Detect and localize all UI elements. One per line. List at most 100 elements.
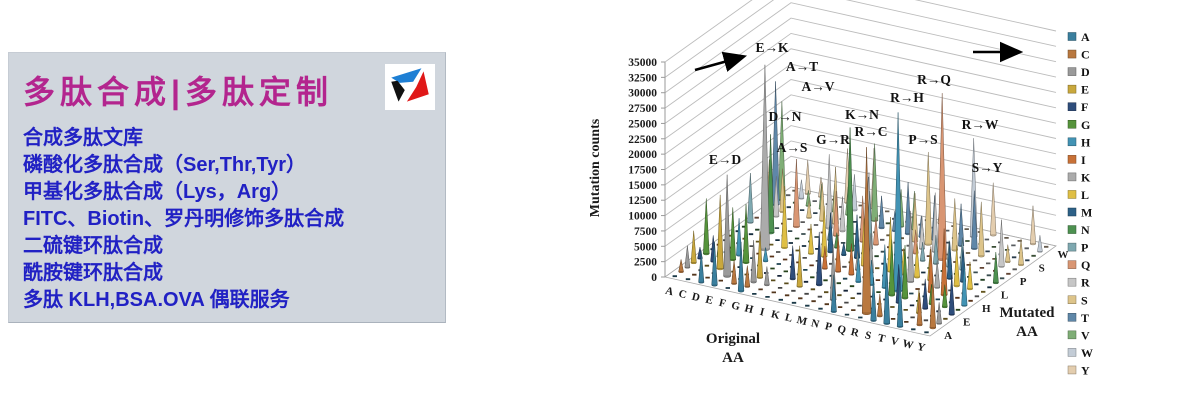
z-axis-title: Mutated — [1000, 305, 1056, 321]
cone-V-F — [922, 278, 929, 309]
cone-Y-C — [929, 276, 936, 329]
panel-title: 多肽合成|多肽定制 — [23, 74, 333, 110]
peak-label-R-W: R→W — [962, 117, 999, 132]
legend-item-T: T — [1067, 311, 1089, 325]
cone-G-D — [750, 240, 757, 283]
y-tick-label: 15000 — [628, 180, 657, 192]
legend-item-H: H — [1067, 135, 1091, 149]
legend-swatch-H — [1067, 137, 1077, 147]
triangle-cycle-logo-svg — [391, 68, 429, 102]
x-tick-label: V — [889, 335, 900, 349]
cone-L-F — [816, 231, 823, 286]
y-tick-label: 17500 — [628, 165, 657, 177]
cone-T-S — [978, 201, 985, 257]
z-tick-label: A — [944, 330, 952, 342]
cone-F-L — [781, 186, 788, 248]
service-item: 多肽 KLH,BSA.OVA 偶联服务 — [23, 289, 290, 311]
peak-labels: E→D E→K A→T A→VD→N A→S G→R K→N R→C R→H R→Q P→S R→W S… — [709, 40, 1003, 175]
legend-swatch-W — [1067, 348, 1077, 357]
cone-S-C — [877, 293, 883, 317]
cone-T-K — [934, 260, 941, 288]
legend-swatch-M — [1067, 207, 1077, 217]
cone-Y-H — [961, 262, 968, 306]
legend-item-N: N — [1067, 223, 1090, 237]
service-item: 合成多肽文库 — [23, 127, 143, 149]
peak-label-P-S: P→S — [908, 132, 937, 147]
z-tick-label: P — [1020, 276, 1027, 288]
z-tick-label: H — [982, 303, 991, 315]
service-item: 甲基化多肽合成（Lys，Arg） — [23, 181, 292, 203]
y-tick-label: 32500 — [628, 72, 657, 84]
x-tick-label: C — [677, 288, 688, 302]
x-tick-label: N — [810, 317, 821, 331]
cone-W-L — [967, 261, 973, 290]
legend-item-S: S — [1067, 293, 1088, 307]
peak-label-R-Q: R→Q — [917, 72, 951, 87]
peak-label-R-C: R→C — [855, 124, 888, 139]
peak-label-G-R: G→R — [816, 132, 850, 147]
cone-D-A — [698, 251, 705, 283]
legend-label-Y: Y — [1081, 363, 1090, 377]
direction-arrow-1 — [694, 51, 748, 72]
cone-R-K — [907, 210, 915, 282]
x-tick-label: P — [824, 320, 834, 333]
cone-R-G — [888, 239, 895, 296]
cone-H-R — [839, 196, 846, 232]
legend-item-G: G — [1067, 118, 1090, 132]
cone-W-R — [998, 219, 1005, 267]
z-tick-label: L — [1001, 289, 1008, 301]
cone-D-G — [729, 207, 736, 260]
cone-S-G — [901, 245, 909, 299]
legend-label-N: N — [1081, 223, 1090, 237]
legend-swatch-Q — [1067, 260, 1077, 269]
peak-label-E-K: E→K — [755, 40, 789, 55]
legend-label-V: V — [1081, 328, 1090, 342]
x-axis-title-line2: AA — [722, 350, 744, 366]
cone-Y-N — [992, 252, 999, 284]
legend-label-E: E — [1081, 83, 1089, 97]
y-tick-label: 10000 — [628, 211, 657, 223]
legend-swatch-R — [1067, 277, 1077, 287]
y-tick-label: 22500 — [628, 134, 657, 146]
z-tick-label: S — [1039, 262, 1045, 274]
cone-M-T — [904, 182, 912, 234]
cone-Y-S — [1018, 238, 1024, 266]
cone-F-H — [762, 247, 769, 262]
x-tick-label: I — [759, 306, 766, 319]
service-item: 酰胺键环肽合成 — [23, 262, 163, 284]
cone-E-S — [806, 200, 812, 218]
cone-K-E — [796, 245, 803, 287]
x-tick-label: A — [664, 285, 675, 299]
legend-swatch-A — [1067, 32, 1077, 41]
legend-item-F: F — [1067, 100, 1088, 114]
cone-V-L — [953, 245, 960, 287]
x-tick-label: T — [876, 332, 887, 346]
y-tick-label: 30000 — [628, 88, 657, 100]
cone-A-E — [690, 230, 697, 263]
legend-item-Q: Q — [1067, 258, 1090, 272]
x-tick-label: K — [770, 308, 782, 322]
legend-label-W: W — [1081, 346, 1093, 360]
legend-item-W: W — [1067, 346, 1093, 360]
z-tick-label: W — [1058, 249, 1069, 261]
cone-W-G — [941, 284, 948, 308]
cone-E-K — [760, 64, 770, 250]
cone-T-M — [946, 241, 953, 279]
legend-swatch-L — [1067, 190, 1077, 199]
cone-N-H — [855, 253, 862, 282]
legend-label-D: D — [1081, 65, 1090, 79]
y-tick-label: 35000 — [628, 57, 657, 69]
legend-item-E: E — [1067, 83, 1089, 97]
cone-Y-D — [936, 302, 942, 324]
legend-label-Q: Q — [1081, 258, 1090, 272]
cone-K-I — [822, 246, 828, 269]
cone-D-N — [766, 134, 775, 233]
service-item: FITC、Biotin、罗丹明修饰多肽合成 — [23, 208, 345, 230]
legend-item-D: D — [1067, 65, 1090, 79]
x-tick-label: R — [850, 326, 862, 340]
x-axis-labels: A C D E F G H I K L M N P Q R S T V W Y Original AA — [664, 285, 926, 366]
y-tick-label: 12500 — [628, 195, 657, 207]
service-item: 二硫键环肽合成 — [23, 235, 163, 257]
cone-L-Q — [873, 217, 879, 245]
x-tick-label: F — [718, 297, 728, 310]
